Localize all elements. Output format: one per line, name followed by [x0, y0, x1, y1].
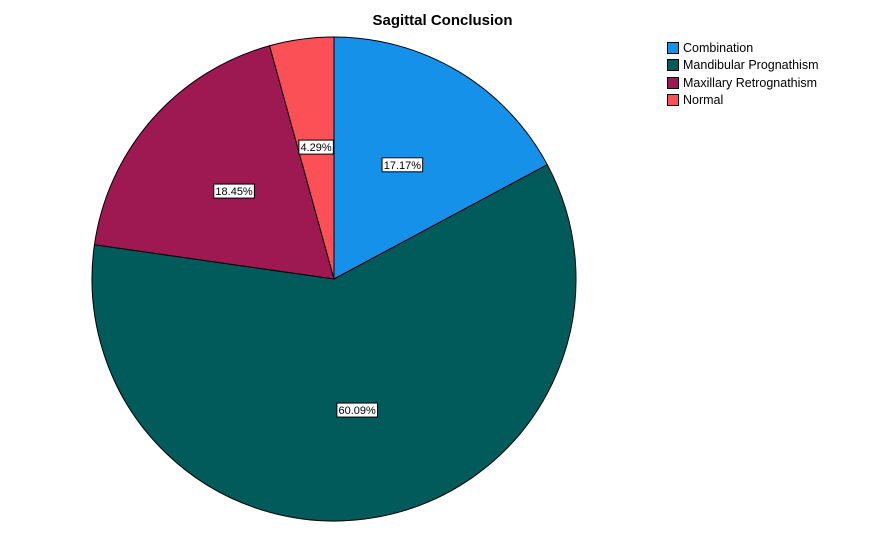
- legend-item-3: Normal: [667, 92, 819, 110]
- legend-swatch-3: [667, 94, 679, 107]
- legend-item-0: Combination: [667, 39, 819, 57]
- data-label-2: 18.45%: [213, 183, 255, 199]
- chart-title: Sagittal Conclusion: [372, 12, 513, 29]
- data-label-text-1: 60.09%: [339, 405, 377, 417]
- legend-label-1: Mandibular Prognathism: [683, 58, 819, 73]
- pie-slice-2: [93, 45, 335, 280]
- legend-swatch-1: [667, 59, 679, 72]
- legend-swatch-0: [667, 41, 679, 54]
- data-label-1: 60.09%: [336, 402, 378, 418]
- legend-swatch-2: [667, 76, 679, 89]
- data-label-box-3: [298, 139, 334, 155]
- data-label-box-1: [336, 402, 378, 418]
- pie-slice-0: [333, 36, 548, 280]
- data-label-box-2: [213, 183, 255, 199]
- pie-slice-3: [268, 36, 335, 280]
- data-label-text-2: 18.45%: [215, 186, 253, 198]
- pie-slice-1: [91, 164, 577, 522]
- data-label-text-3: 4.29%: [301, 142, 332, 154]
- legend: Combination Mandibular Prognathism Maxilla…: [667, 39, 819, 109]
- legend-label-3: Normal: [683, 93, 724, 108]
- legend-label-0: Combination: [683, 40, 754, 55]
- data-label-text-0: 17.17%: [384, 160, 422, 172]
- data-label-box-0: [381, 157, 424, 173]
- data-label-0: 17.17%: [381, 157, 424, 173]
- legend-item-1: Mandibular Prognathism: [667, 57, 819, 75]
- data-label-3: 4.29%: [298, 139, 334, 155]
- legend-label-2: Maxillary Retrognathism: [683, 75, 818, 90]
- legend-item-2: Maxillary Retrognathism: [667, 74, 819, 92]
